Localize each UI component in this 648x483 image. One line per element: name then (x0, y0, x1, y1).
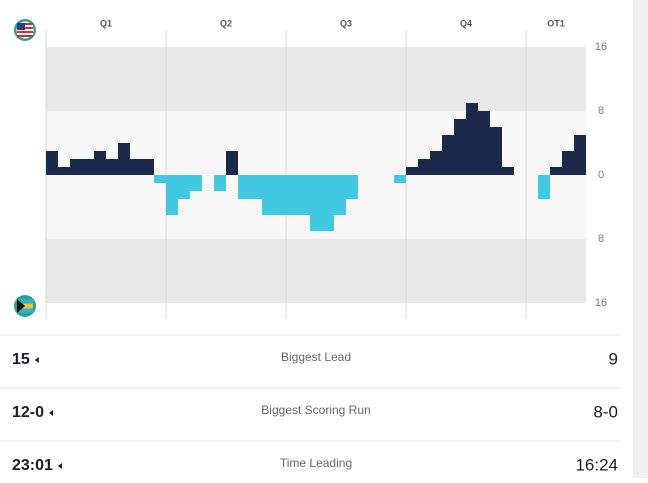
bar (442, 135, 454, 175)
bar (430, 151, 442, 175)
stat-right: 9 (609, 349, 618, 368)
bar (502, 167, 514, 175)
bar (154, 175, 166, 183)
bar (466, 103, 478, 175)
bar (94, 151, 106, 175)
stat-right: 8-0 (593, 402, 618, 421)
bar (250, 175, 262, 199)
bar (130, 159, 142, 175)
bar (418, 159, 430, 175)
stat-left: 12-0 (12, 404, 44, 421)
bar (406, 167, 418, 175)
bar (562, 151, 574, 175)
bar (346, 175, 358, 199)
bar (394, 175, 406, 183)
bar (190, 175, 202, 191)
y-tick-label: 16 (595, 297, 607, 309)
bar (118, 143, 130, 175)
period-label: OT1 (547, 18, 565, 28)
stat-left: 23:01 (12, 457, 53, 474)
plot: Q1 Q2 Q3 Q4 OT1 16 8 0 8 16 (45, 18, 607, 318)
y-tick-label: 0 (598, 169, 604, 181)
bar (478, 111, 490, 175)
stat-right: 16:24 (575, 455, 618, 474)
arrow (57, 463, 62, 469)
bar (322, 175, 334, 231)
bar (214, 175, 226, 191)
bar (286, 175, 298, 215)
bar (262, 175, 274, 215)
bar (574, 135, 586, 175)
bar (142, 159, 154, 175)
band (46, 47, 586, 111)
y-tick-label: 8 (598, 105, 604, 117)
bar (454, 119, 466, 175)
bar (178, 175, 190, 199)
stat-left: 15 (12, 351, 30, 368)
period-label: Q3 (340, 18, 352, 28)
bar (550, 167, 562, 175)
bar (334, 175, 346, 215)
bar (298, 175, 310, 215)
stat-label: Time Leading (280, 456, 352, 470)
bar (538, 175, 550, 199)
side-gutter (634, 0, 648, 478)
bar (274, 175, 286, 215)
bar (58, 167, 70, 175)
stat-label: Biggest Lead (281, 350, 351, 364)
bar (70, 159, 82, 175)
stat-label: Biggest Scoring Run (261, 403, 370, 417)
band (46, 239, 586, 303)
period-label: Q2 (220, 18, 232, 28)
bar (310, 175, 322, 231)
bar (166, 175, 178, 215)
bar (106, 159, 118, 175)
arrow (34, 357, 39, 363)
period-label: Q1 (100, 18, 112, 28)
bar (490, 127, 502, 175)
y-tick-label: 8 (598, 233, 604, 245)
bar (238, 175, 250, 199)
arrow (49, 410, 54, 416)
usa-flag (14, 19, 36, 41)
y-tick-label: 16 (595, 41, 607, 53)
period-label: Q4 (460, 18, 472, 28)
stats: 15 Biggest Lead 9 12-0 Biggest Scoring Run 8-… (0, 334, 620, 474)
bar (46, 151, 58, 175)
bar (82, 159, 94, 175)
bahamas-flag (14, 295, 36, 317)
bar (226, 151, 238, 175)
